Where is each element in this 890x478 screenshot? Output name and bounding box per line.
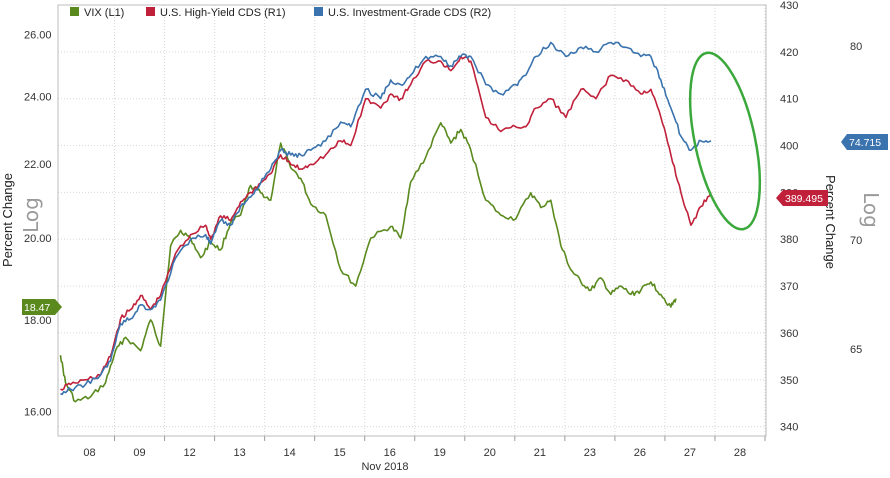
x-tick-label: 08 [83, 447, 95, 459]
ig-tag-shape [841, 134, 888, 150]
right-axis-ticks: 340350360370380390400410420430 [780, 0, 798, 434]
vix-last-value-tag: 18.47 [22, 299, 62, 315]
right-tick-label: 410 [780, 94, 798, 106]
x-tick-label: 19 [434, 447, 446, 459]
gridlines [58, 5, 766, 436]
legend-swatch-ig [314, 7, 323, 16]
legend-label-vix: VIX (L1) [84, 7, 124, 19]
left-axis-title: Percent Change [0, 173, 15, 267]
right-axis-log: Log [859, 192, 883, 228]
x-tick-label: 16 [384, 447, 396, 459]
annotation-ellipse [688, 51, 762, 231]
vix-tag-shape [22, 299, 62, 315]
right2-tick-label: 70 [850, 235, 862, 247]
vix-tag-value: 18.47 [24, 302, 50, 314]
x-tick-label: 26 [634, 447, 646, 459]
series-line-vix [59, 122, 677, 403]
legend-swatch-vix [70, 7, 79, 16]
left-axis-log: Log [19, 197, 43, 233]
ig-last-value-tag: 74.715 [841, 134, 888, 150]
x-tick-label: 14 [284, 447, 296, 459]
hy-tag-value: 389.495 [785, 193, 823, 205]
x-tick-label: 27 [684, 447, 696, 459]
right-tick-label: 430 [780, 0, 798, 12]
plot-frame [57, 4, 767, 437]
left-tick-label: 18.00 [24, 315, 52, 327]
left-tick-label: 20.00 [24, 233, 52, 245]
legend-swatch-hy [146, 7, 155, 16]
right2-tick-label: 80 [850, 41, 862, 53]
legend: VIX (L1) U.S. High-Yield CDS (R1) U.S. I… [70, 7, 491, 19]
x-tick-label: 12 [183, 447, 195, 459]
right-tick-label: 350 [780, 375, 798, 387]
right-tick-label: 420 [780, 47, 798, 59]
series-layer [59, 41, 712, 403]
x-axis-label: Nov 2018 [361, 461, 408, 473]
x-tick-label: 21 [534, 447, 546, 459]
series-line-ig-cds [60, 41, 712, 396]
right2-tick-label: 65 [850, 344, 862, 356]
left-tick-label: 22.00 [24, 159, 52, 171]
x-tick-label: 09 [133, 447, 145, 459]
hy-last-value-tag: 389.495 [776, 190, 828, 206]
right-tick-label: 360 [780, 328, 798, 340]
x-tick-label: 13 [234, 447, 246, 459]
series-line-hy-cds [60, 55, 712, 391]
hy-tag-shape [776, 190, 828, 206]
left-tick-label: 26.00 [24, 29, 52, 41]
right-axis-title: Percent Change [823, 175, 838, 269]
x-tick-label: 20 [484, 447, 496, 459]
x-tick-label: 15 [334, 447, 346, 459]
right-tick-label: 340 [780, 422, 798, 434]
left-tick-label: 24.00 [24, 91, 52, 103]
x-tick-label: 28 [734, 447, 746, 459]
left-axis-ticks: 16.00 18.00 20.00 22.00 24.00 26.00 [24, 29, 52, 418]
right-tick-label: 370 [780, 281, 798, 293]
legend-label-ig: U.S. Investment-Grade CDS (R2) [328, 7, 491, 19]
ig-tag-value: 74.715 [849, 137, 881, 149]
x-axis-ticks: 08 09 12 13 14 15 16 19 20 21 23 26 27 28 [83, 436, 766, 459]
x-tick-label: 23 [584, 447, 596, 459]
right-tick-label: 380 [780, 234, 798, 246]
right-tick-label: 400 [780, 141, 798, 153]
left-tick-label: 16.00 [24, 406, 52, 418]
legend-label-hy: U.S. High-Yield CDS (R1) [160, 7, 286, 19]
